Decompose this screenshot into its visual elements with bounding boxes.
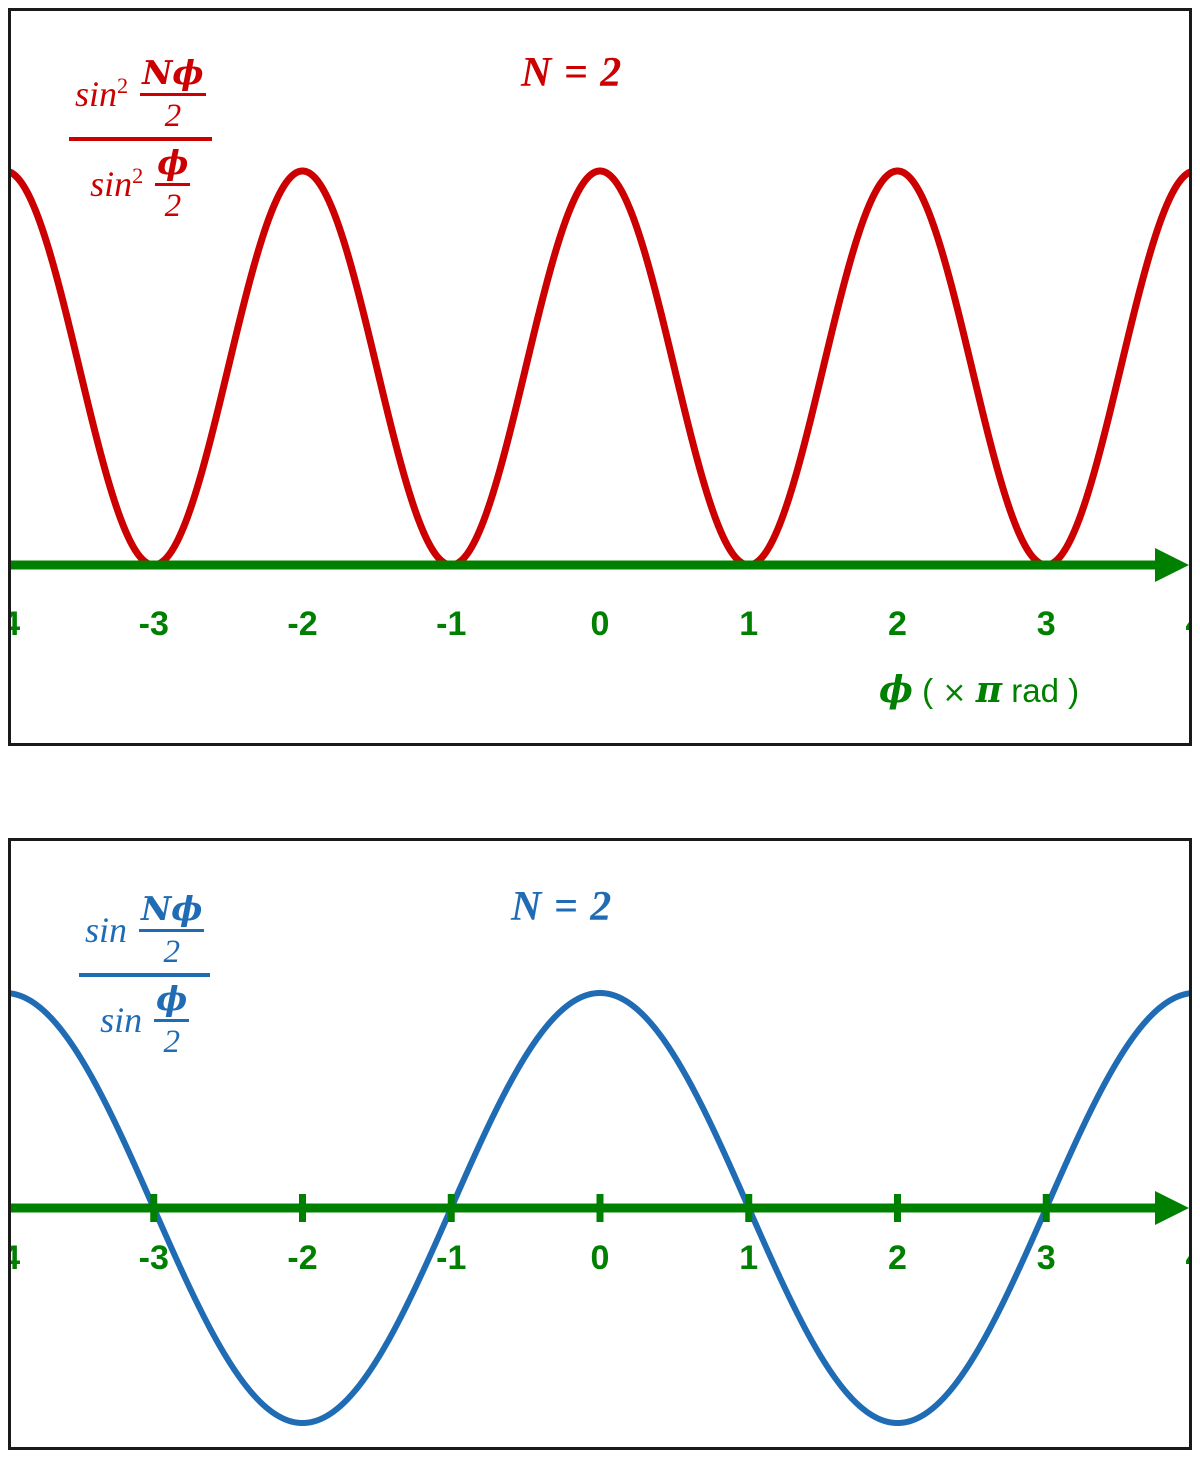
chart-panel-top: sin2 Nϕ 2 sin2 ϕ 2 — [8, 8, 1192, 746]
plot-area-top — [11, 167, 1189, 582]
x-axis-arrowhead-icon — [1155, 548, 1189, 582]
data-curve — [11, 167, 1189, 569]
plot-area-bottom — [11, 990, 1189, 1426]
chart-panel-bottom: sin Nϕ 2 sin ϕ 2 — [8, 838, 1192, 1450]
x-axis-arrowhead-icon — [1155, 1191, 1189, 1225]
data-curve — [11, 990, 1189, 1426]
